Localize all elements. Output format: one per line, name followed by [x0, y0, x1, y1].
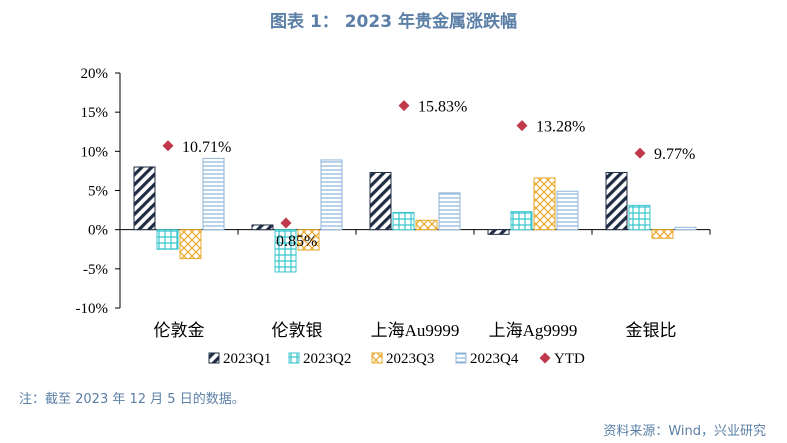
ytd-data-label: 0.85% — [276, 233, 317, 250]
legend-label: 2023Q1 — [223, 351, 271, 367]
ytd-marker — [162, 140, 174, 152]
bar-2023Q1 — [251, 224, 274, 231]
ytd-marker — [634, 147, 646, 159]
bar-2023Q2 — [274, 229, 297, 273]
bar-2023Q4 — [438, 192, 461, 231]
legend-label: 2023Q4 — [470, 351, 519, 367]
ytd-marker — [398, 100, 410, 112]
x-category-label: 上海Ag9999 — [489, 321, 578, 340]
bar-2023Q4 — [556, 190, 579, 231]
x-category-label: 伦敦金 — [154, 321, 205, 340]
legend-swatch — [371, 352, 383, 364]
bar-2023Q1 — [133, 166, 156, 231]
ytd-marker — [280, 217, 292, 229]
bar-2023Q1 — [605, 171, 628, 231]
bar-2023Q1 — [369, 171, 392, 231]
legend-swatch-ytd — [539, 352, 551, 364]
source-note: 资料来源：Wind，兴业研究 — [603, 424, 766, 439]
y-tick-label: 15% — [81, 105, 109, 121]
ytd-data-label: 13.28% — [536, 119, 585, 136]
legend-swatch — [208, 352, 220, 364]
bar-2023Q3 — [533, 177, 556, 231]
ytd-data-label: 10.71% — [182, 139, 231, 156]
bar-2023Q3 — [415, 219, 438, 231]
ytd-marker — [516, 120, 528, 132]
x-category-label: 伦敦银 — [272, 321, 323, 340]
x-category-label: 上海Au9999 — [371, 321, 460, 340]
legend-swatch — [455, 352, 467, 364]
legend-label: 2023Q3 — [386, 351, 434, 367]
legend-swatch — [288, 352, 300, 364]
bar-2023Q1 — [487, 229, 510, 235]
bar-2023Q2 — [628, 204, 651, 231]
footnote: 注：截至 2023 年 12 月 5 日的数据。 — [19, 392, 245, 407]
ytd-data-label: 15.83% — [418, 99, 467, 116]
y-tick-label: 20% — [81, 66, 109, 82]
bar-2023Q4 — [674, 226, 697, 231]
bar-2023Q3 — [651, 229, 674, 239]
legend-label: YTD — [554, 351, 585, 367]
bar-2023Q3 — [179, 229, 202, 260]
chart-title: 图表 1： 2023 年贵金属涨跌幅 — [270, 12, 517, 32]
y-tick-label: -10% — [76, 301, 109, 317]
x-category-label: 金银比 — [626, 321, 677, 340]
bar-2023Q3 — [297, 229, 320, 251]
y-tick-label: 5% — [88, 184, 108, 200]
bar-2023Q2 — [392, 211, 415, 231]
y-tick-label: 0% — [88, 223, 108, 239]
y-tick-label: -5% — [83, 262, 108, 278]
bar-2023Q2 — [510, 211, 533, 231]
bar-2023Q4 — [202, 157, 225, 231]
bar-2023Q4 — [320, 159, 343, 231]
legend-label: 2023Q2 — [303, 351, 351, 367]
bar-2023Q2 — [156, 229, 179, 250]
y-tick-label: 10% — [81, 144, 109, 160]
ytd-data-label: 9.77% — [654, 146, 695, 163]
